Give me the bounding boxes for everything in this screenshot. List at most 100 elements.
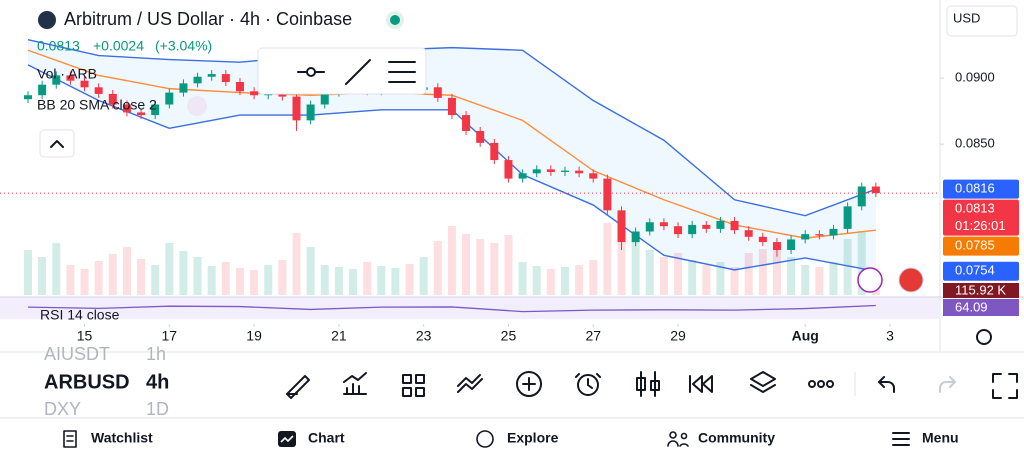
x-tick-label: 19 [246,328,262,344]
add-icon[interactable] [516,371,542,397]
draw-icon[interactable] [286,375,310,399]
watchlist-interval[interactable]: 1D [146,399,169,419]
templates-icon[interactable] [402,374,425,397]
active-symbol[interactable]: ARBUSD [44,371,130,393]
x-tick-label: 29 [670,328,686,344]
volume-bar [447,226,456,295]
alert-icon[interactable] [577,374,599,396]
x-tick-label: 27 [585,328,601,344]
candle-body [122,104,131,113]
nav-community[interactable]: Community [698,430,775,446]
more-dot[interactable] [808,380,816,388]
volume-bar [462,234,471,295]
replay-icon[interactable] [689,375,713,393]
candle-body [518,173,527,179]
candle-body [772,242,781,251]
coin-icon [38,11,56,29]
drawing-toolbar[interactable] [257,47,427,95]
volume-bar [306,247,315,295]
band-fill [28,39,876,272]
candle-body [193,76,202,84]
volume-bar [702,265,711,295]
menu-icon[interactable] [892,432,910,446]
redo-icon[interactable] [939,376,956,393]
volume-bar [122,247,131,295]
volume-bar [645,250,654,295]
watchlist-interval[interactable]: 1h [146,344,166,364]
bollinger-legend[interactable]: BB 20 SMA close 2 [37,97,157,113]
x-tick-label: 25 [501,328,517,344]
nav-chart[interactable]: Chart [308,430,345,446]
watchlist-icon[interactable] [63,430,77,448]
x-tick-label: 3 [886,328,894,344]
volume-bar [38,257,47,295]
candle-body [278,92,287,97]
candle-body [221,74,230,83]
volume-bar [349,269,358,295]
explore-icon[interactable] [476,430,494,448]
flag-button[interactable] [898,267,924,293]
candle-body [603,178,612,211]
volume-bar [320,265,329,295]
undo-icon[interactable] [878,376,895,393]
volume-bar [476,239,485,295]
indicator-sync[interactable] [187,96,207,116]
rsi-legend[interactable]: RSI 14 close [40,307,120,323]
volume-bar [787,257,796,295]
currency-select[interactable] [946,5,1018,37]
more-dot [817,380,825,388]
active-interval[interactable]: 4h [146,371,169,393]
candle-body [504,160,513,179]
watchlist-symbol[interactable]: DXY [44,399,81,419]
candle-body [151,104,160,116]
collapse-button[interactable] [39,129,75,158]
y-tick-label: 0.0900 [955,69,995,84]
community-icon[interactable] [667,440,689,447]
bar-style-icon[interactable] [636,371,660,397]
compare-icon[interactable] [457,374,483,393]
candle-body [560,170,569,172]
community-head [680,432,688,440]
candle-body [462,115,471,131]
layers-icon[interactable] [750,371,776,393]
volume-bar [532,266,541,295]
plus [522,377,536,391]
community-head [669,431,677,439]
symbol-title: Arbitrum / US Dollar · 4h · Coinbase [64,9,352,29]
volume-bar [716,262,725,295]
volume-bar [843,239,852,295]
x-tick-label: 15 [77,328,93,344]
fullscreen-icon[interactable] [992,373,1018,399]
volume-bar [52,243,61,295]
price-label: 0.0754 [955,263,995,278]
volume-label: 115.92 K [955,282,1006,297]
indicators-icon[interactable] [343,372,367,395]
settings-icon[interactable] [976,329,992,345]
volume-bar [334,267,343,295]
volume-bar [772,243,781,295]
candle-body [433,87,442,98]
volume-bar [66,265,75,295]
clock-hands [575,373,601,389]
candle-body [108,93,117,105]
candle-body [829,228,838,236]
volume-bar [857,231,866,295]
candle-body [631,231,640,243]
candle-body [94,87,103,94]
candle-body [730,220,739,231]
volume-bar [589,260,598,295]
nav-explore[interactable]: Explore [507,430,559,446]
alert-button[interactable] [857,267,883,293]
candle-body [179,83,188,93]
volume-legend[interactable]: Vol · ARB [37,66,97,82]
candle-body [165,92,174,105]
nav-watchlist[interactable]: Watchlist [91,430,153,446]
nav-menu[interactable]: Menu [922,430,959,446]
volume-bar [264,265,273,295]
watchlist-symbol[interactable]: AIUSDT [44,344,110,364]
price-label: 0.0785 [955,238,995,253]
y-tick-label: 0.0850 [955,136,995,151]
price-label-box [943,179,1019,199]
volume-bar [108,254,117,295]
